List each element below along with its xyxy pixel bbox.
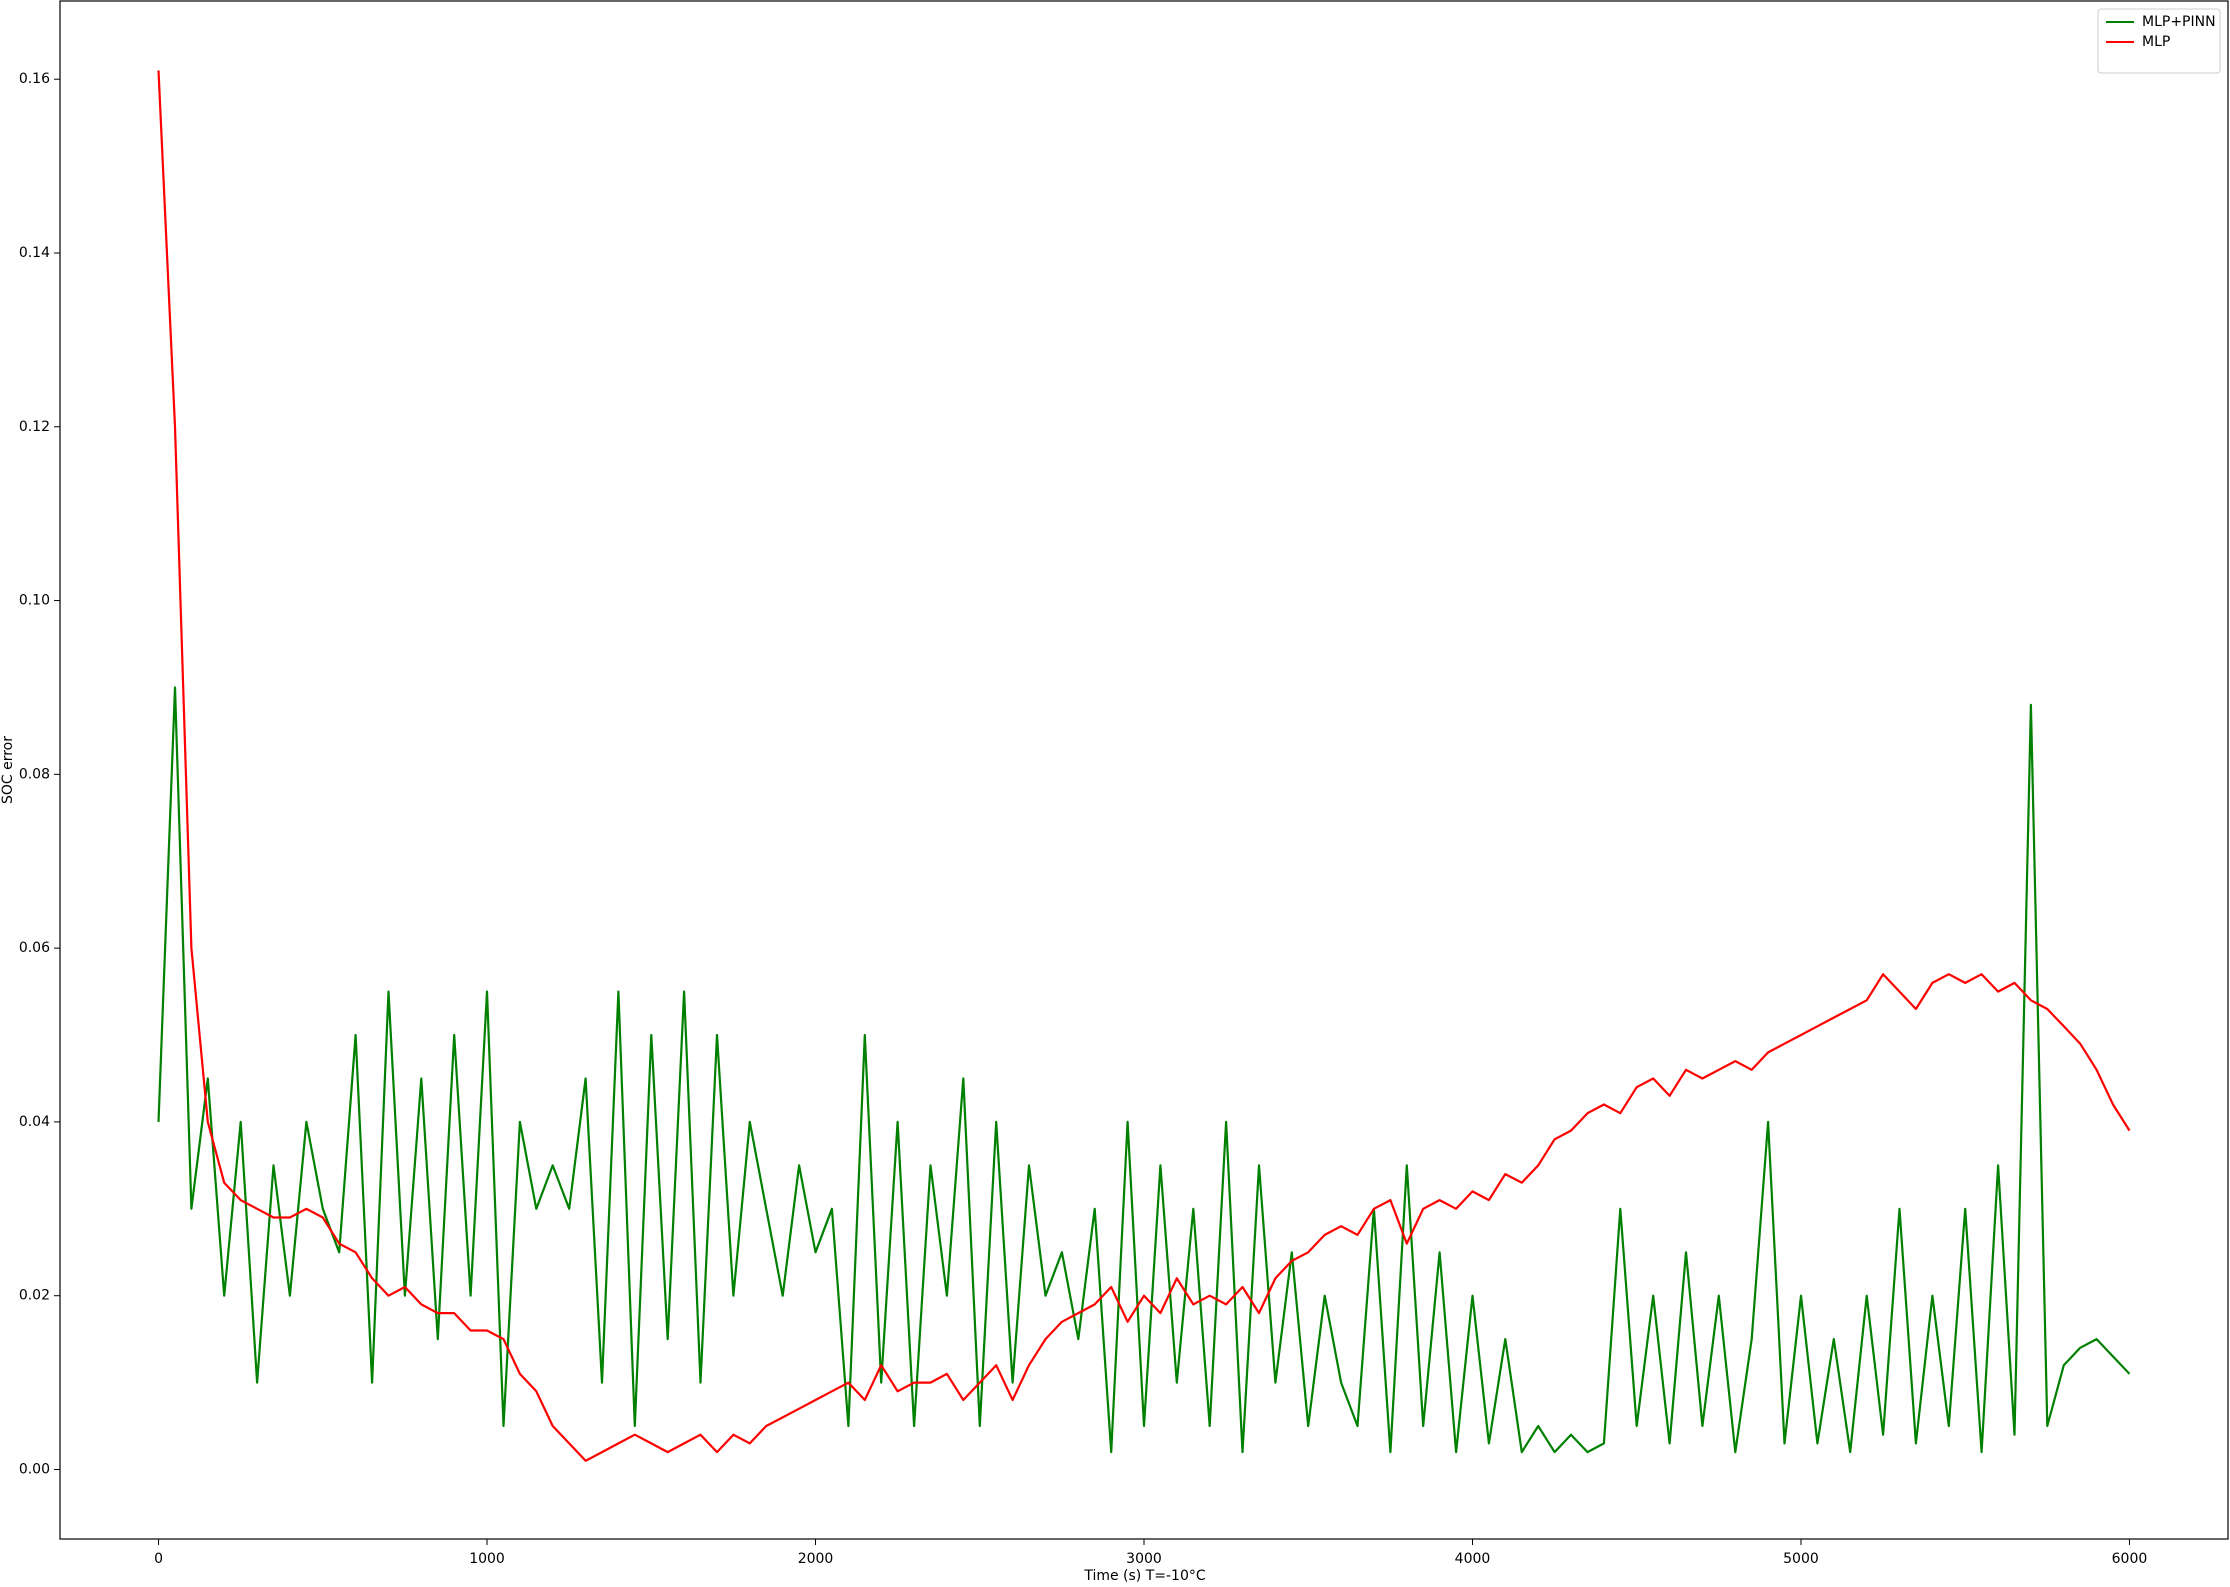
y-tick-label: 0.02: [19, 1288, 50, 1304]
y-tick-label: 0.14: [19, 245, 50, 261]
plot-frame: [59, 0, 2229, 1540]
x-axis-label: Time (s) T=-10°C: [1083, 1568, 1206, 1583]
y-tick-label: 0.04: [19, 1114, 50, 1130]
x-tick-label: 1000: [469, 1551, 505, 1567]
y-tick-label: 0.00: [19, 1461, 50, 1477]
y-axis-label: SOC error: [0, 736, 16, 804]
y-tick-label: 0.16: [19, 71, 50, 87]
y-tick-label: 0.06: [19, 940, 50, 956]
legend-box: [2097, 8, 2221, 74]
legend-label: MLP+PINN: [2142, 14, 2216, 30]
x-tick-label: 0: [154, 1551, 163, 1567]
x-tick-label: 6000: [2112, 1551, 2148, 1567]
x-tick-label: 5000: [1783, 1551, 1819, 1567]
y-tick-label: 0.10: [19, 593, 50, 609]
y-tick-label: 0.08: [19, 766, 50, 782]
x-tick-label: 2000: [798, 1551, 834, 1567]
y-tick-label: 0.12: [19, 419, 50, 435]
data-line: [157, 686, 2131, 1454]
data-line: [157, 70, 2131, 1462]
legend-label: MLP: [2142, 34, 2170, 50]
x-tick-label: 3000: [1126, 1551, 1162, 1567]
x-tick-label: 4000: [1455, 1551, 1491, 1567]
